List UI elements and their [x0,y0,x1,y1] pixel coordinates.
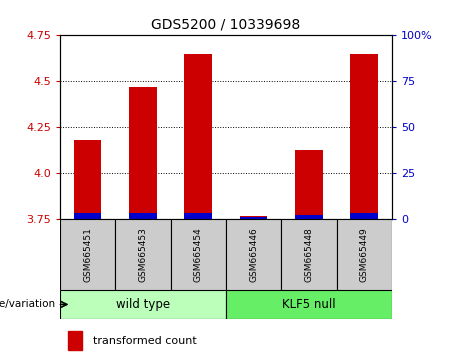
Text: transformed count: transformed count [93,336,196,346]
Bar [68,331,82,350]
Bar [115,219,171,290]
Bar [129,213,157,219]
Text: GSM665451: GSM665451 [83,227,92,282]
Text: GSM665446: GSM665446 [249,228,258,282]
Text: GSM665449: GSM665449 [360,228,369,282]
Bar [240,216,267,219]
Text: GSM665453: GSM665453 [138,227,148,282]
Bar [295,149,323,219]
Bar [60,290,226,319]
Title: GDS5200 / 10339698: GDS5200 / 10339698 [151,17,301,32]
Bar [184,213,212,219]
Bar [74,140,101,219]
Text: GSM665448: GSM665448 [304,228,313,282]
Bar [184,54,212,219]
Bar [350,54,378,219]
Text: GSM665454: GSM665454 [194,228,203,282]
Bar [281,219,337,290]
Bar [226,290,392,319]
Bar [171,219,226,290]
Bar [240,217,267,219]
Bar [129,87,157,219]
Bar [295,215,323,219]
Bar [350,213,378,219]
Bar [60,219,115,290]
Text: genotype/variation: genotype/variation [0,299,55,309]
Text: KLF5 null: KLF5 null [282,298,336,311]
Bar [337,219,392,290]
Bar [226,219,281,290]
Text: wild type: wild type [116,298,170,311]
Bar [74,213,101,219]
